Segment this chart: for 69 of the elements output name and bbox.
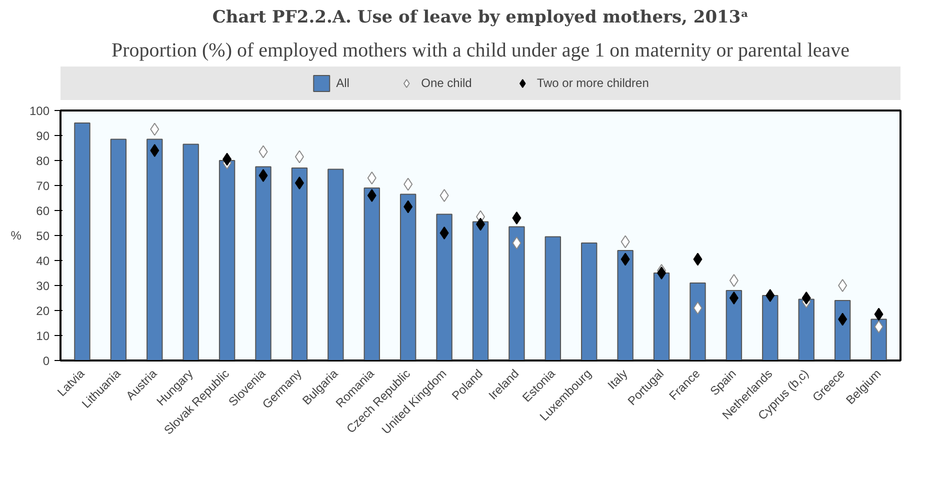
point	[222, 152, 232, 166]
bar	[581, 242, 598, 360]
legend-label: Two or more children	[536, 76, 649, 90]
point	[693, 302, 702, 314]
point	[512, 236, 522, 250]
y-tick-label: 90	[36, 129, 50, 143]
bar	[544, 236, 562, 360]
bar	[798, 298, 814, 360]
y-tick-label: 30	[36, 279, 50, 293]
bar	[870, 318, 887, 360]
y-tick-label: 60	[36, 204, 50, 218]
y-tick-label: 0	[42, 354, 50, 368]
bar	[726, 290, 742, 360]
point	[440, 226, 449, 240]
bar	[291, 168, 308, 360]
y-axis-title: %	[10, 228, 22, 242]
point	[404, 178, 413, 191]
y-tick-label: 10	[36, 329, 50, 343]
point	[150, 144, 160, 157]
point	[258, 145, 268, 158]
point	[150, 122, 160, 136]
point	[367, 189, 376, 202]
point	[838, 279, 848, 292]
bar	[74, 122, 90, 360]
chart-title: Chart PF2.2.A. Use of leave by employed mothers, 2013ᵃ	[212, 8, 749, 28]
bar	[218, 160, 236, 360]
chart-subtitle: Proportion (%) of employed mothers with a child under age 1 on maternity or parental leave	[111, 40, 850, 62]
y-tick-label: 20	[36, 304, 50, 318]
point	[367, 172, 376, 184]
y-tick-label: 70	[36, 179, 50, 193]
bar	[472, 221, 489, 360]
bar	[653, 272, 670, 360]
bar	[110, 138, 127, 360]
bar	[146, 138, 163, 360]
point	[693, 252, 702, 266]
point	[258, 169, 268, 182]
bar	[690, 282, 706, 360]
bar	[834, 300, 851, 360]
bar	[400, 194, 416, 360]
point	[620, 235, 630, 248]
point	[802, 292, 811, 304]
bar	[436, 214, 452, 360]
point	[838, 312, 848, 326]
point	[766, 289, 775, 302]
point	[404, 200, 413, 214]
point	[294, 150, 304, 164]
legend-label: All	[336, 76, 350, 90]
legend-label: One child	[421, 76, 472, 90]
x-tick-label: Italy	[604, 366, 630, 392]
bar	[255, 166, 272, 360]
point	[874, 308, 884, 321]
point	[512, 212, 522, 224]
bar	[182, 144, 199, 360]
point	[729, 292, 738, 304]
point	[657, 266, 666, 280]
point	[874, 320, 884, 334]
bar	[364, 188, 380, 360]
point	[729, 274, 738, 287]
y-tick-label: 50	[36, 229, 50, 243]
bar	[328, 168, 344, 360]
bar	[762, 295, 778, 360]
y-tick-label: 40	[36, 254, 50, 268]
bar	[617, 250, 634, 360]
bar	[508, 226, 525, 360]
y-tick-label: 80	[36, 154, 50, 168]
point	[294, 176, 304, 190]
point	[620, 252, 630, 266]
point	[440, 189, 449, 202]
y-tick-label: 100	[29, 104, 50, 118]
